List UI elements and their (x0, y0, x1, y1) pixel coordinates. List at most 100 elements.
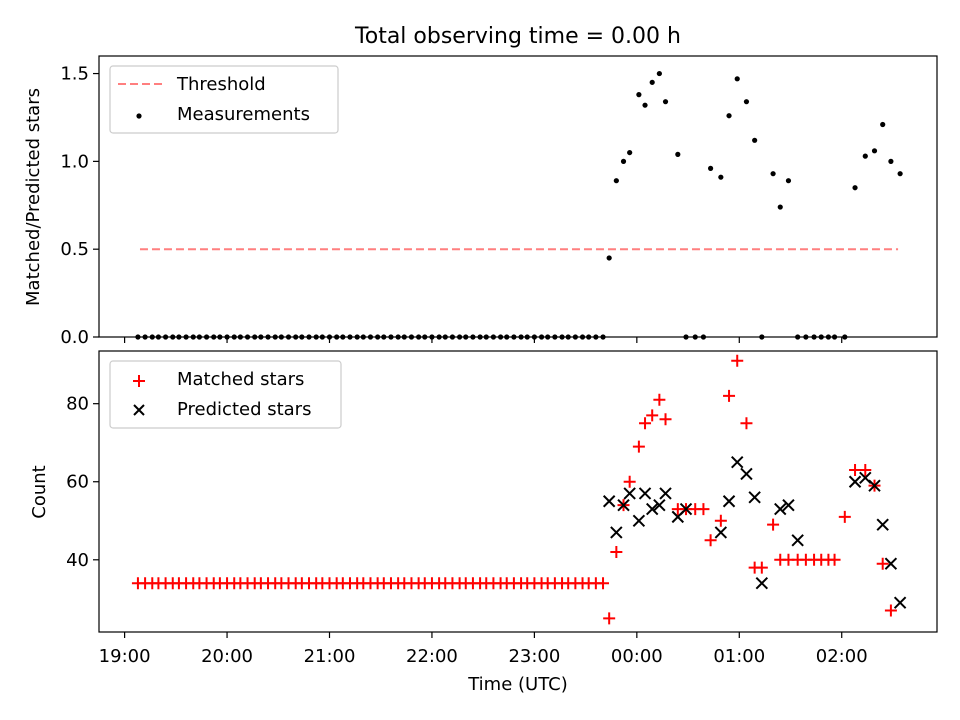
top-legend: Threshold Measurements (109, 65, 339, 134)
measurement-point (871, 148, 878, 154)
bottom-plot-area (132, 354, 907, 625)
predicted-legend-marker (133, 404, 145, 416)
predicted-star-point (740, 467, 753, 481)
measurement-point (620, 158, 627, 164)
predicted-star-point (602, 495, 616, 508)
measurement-point (770, 171, 776, 177)
bottom-y-tick-label: 80 (66, 394, 89, 415)
measurement-point (752, 137, 758, 143)
x-tick-label: 01:00 (713, 646, 765, 667)
matched-star-point (623, 475, 636, 488)
x-tick-label: 20:00 (201, 646, 253, 667)
matched-star-point (884, 604, 897, 617)
measurement-point (880, 121, 886, 128)
predicted-star-point (714, 526, 728, 539)
predicted-star-point (791, 534, 804, 547)
matched-star-point (838, 510, 851, 523)
x-tick-label: 02:00 (816, 646, 868, 667)
top-axes-frame (98, 55, 938, 338)
measurement-point (675, 151, 681, 157)
threshold-legend-label: Threshold (176, 74, 266, 95)
x-tick-label: 00:00 (611, 646, 663, 667)
top-y-tick-label: 0.0 (60, 327, 89, 348)
bottom-y-tick-label: 40 (66, 550, 89, 571)
predicted-star-point (638, 487, 652, 500)
measurement-point (707, 165, 714, 171)
matched-star-point (597, 577, 610, 590)
bottom-x-ticks: 19:00 20:00 21:00 22:00 23:00 00:00 01:00 02:00 (99, 632, 868, 667)
bottom-legend: Matched stars Predicted stars (109, 360, 342, 429)
measurement-point (734, 76, 740, 82)
top-legend-box (109, 65, 339, 134)
top-axes: 0.0 0.5 1.0 1.5 Matched/Predicted stars Thr… (23, 55, 938, 348)
matched-legend-label: Matched stars (177, 369, 304, 390)
measurements-legend-label: Measurements (177, 104, 310, 125)
matched-star-point (828, 553, 841, 566)
measurement-point (636, 92, 642, 98)
measurement-point (606, 255, 612, 261)
bottom-y-tick-label: 60 (66, 472, 89, 493)
top-y-tick-label: 1.5 (60, 64, 89, 85)
measurement-point (656, 70, 662, 77)
matched-star-point (755, 561, 768, 574)
matched-star-point (859, 464, 872, 477)
measurement-point (852, 185, 858, 191)
top-y-tick-label: 1.0 (60, 151, 89, 172)
predicted-star-point (774, 502, 787, 516)
matched-star-point (639, 417, 652, 430)
measurement-point (777, 204, 783, 210)
x-axis-label: Time (UTC) (467, 674, 568, 695)
predicted-star-point (610, 526, 623, 539)
measurement-point (627, 149, 633, 156)
predicted-star-point (653, 498, 666, 512)
matched-star-point (714, 514, 727, 527)
measurement-point (662, 99, 669, 105)
bottom-axes-frame (98, 350, 938, 633)
matched-star-point (767, 518, 780, 531)
bottom-legend-box (109, 360, 342, 429)
x-tick-label: 21:00 (304, 646, 356, 667)
x-tick-label: 23:00 (508, 646, 560, 667)
matched-star-point (610, 545, 623, 558)
matched-star-point (731, 354, 744, 367)
predicted-star-point (659, 487, 672, 500)
matched-star-point (646, 409, 659, 422)
bottom-axes: 40 60 80 19:00 20:00 21:00 22:00 23:00 00:00 01:… (29, 350, 938, 695)
measurement-point (649, 79, 655, 85)
top-y-ticks: 0.0 0.5 1.0 1.5 (60, 64, 99, 348)
measurement-point (888, 158, 894, 164)
matched-star-point (704, 534, 717, 547)
measurement-point (642, 102, 648, 108)
matched-star-point (659, 413, 672, 426)
measurement-point (897, 171, 903, 177)
x-tick-label: 22:00 (406, 646, 458, 667)
matched-star-point (653, 393, 666, 406)
matched-legend-marker (133, 375, 145, 387)
predicted-star-point (848, 475, 862, 488)
measurement-point (613, 178, 619, 184)
predicted-star-point (782, 498, 795, 512)
predicted-star-point (623, 487, 636, 500)
top-x-ticks (124, 337, 843, 343)
matched-star-point (697, 503, 710, 516)
predicted-star-point (731, 456, 744, 469)
predicted-star-point (893, 596, 907, 609)
predicted-star-point (868, 479, 881, 492)
predicted-star-point (722, 495, 736, 508)
measurement-point (743, 99, 750, 105)
measurement-point (726, 113, 732, 119)
matched-star-point (849, 464, 862, 477)
top-y-tick-label: 0.5 (60, 239, 89, 260)
predicted-star-point (755, 577, 769, 590)
bottom-y-ticks: 40 60 80 (66, 394, 99, 571)
predicted-star-point (617, 498, 630, 512)
predicted-star-point (748, 491, 761, 504)
matched-star-point (603, 612, 616, 625)
measurements-legend-marker (136, 113, 142, 119)
top-y-axis-label: Matched/Predicted stars (23, 88, 44, 306)
matched-star-point (632, 440, 645, 453)
predicted-legend-label: Predicted stars (177, 399, 311, 420)
matched-star-point (723, 389, 736, 402)
predicted-star-point (884, 557, 898, 570)
